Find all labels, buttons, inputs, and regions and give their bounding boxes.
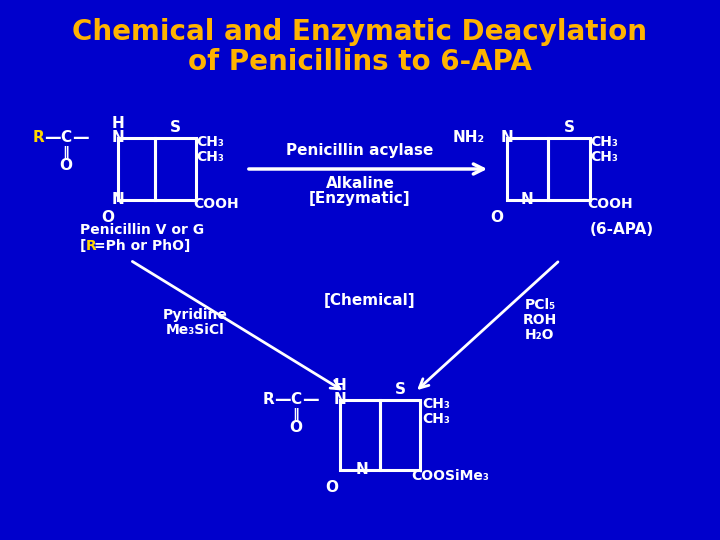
Text: R: R (86, 239, 96, 253)
Text: [Chemical]: [Chemical] (324, 293, 416, 307)
Text: —: — (44, 129, 60, 147)
Text: N: N (112, 192, 125, 207)
Text: N: N (500, 131, 513, 145)
Text: —: — (274, 391, 290, 409)
Text: N: N (333, 393, 346, 408)
Text: Chemical and Enzymatic Deacylation: Chemical and Enzymatic Deacylation (73, 18, 647, 46)
Text: CH₃: CH₃ (590, 150, 618, 164)
Text: ‖: ‖ (63, 146, 69, 160)
Text: Penicillin acylase: Penicillin acylase (287, 144, 433, 159)
Text: Alkaline: Alkaline (325, 176, 395, 191)
Text: O: O (490, 211, 503, 226)
Text: R: R (32, 131, 44, 145)
Text: CH₃: CH₃ (422, 412, 450, 426)
Text: NH₂: NH₂ (453, 131, 485, 145)
Text: Pyridine: Pyridine (163, 308, 228, 322)
Text: C: C (290, 393, 302, 408)
Text: (6-APA): (6-APA) (590, 222, 654, 238)
Text: [: [ (80, 239, 86, 253)
Text: —: — (72, 129, 89, 147)
Text: [Enzymatic]: [Enzymatic] (309, 191, 411, 206)
Text: O: O (289, 421, 302, 435)
Text: CH₃: CH₃ (196, 135, 224, 149)
Text: COOH: COOH (193, 197, 239, 211)
Text: H₂O: H₂O (526, 328, 554, 342)
Text: N: N (112, 131, 125, 145)
Text: ‖: ‖ (292, 408, 300, 422)
Text: PCl₅: PCl₅ (524, 298, 556, 312)
Text: O: O (60, 159, 73, 173)
Text: S: S (395, 382, 405, 397)
Text: COOSiMe₃: COOSiMe₃ (411, 469, 489, 483)
Text: CH₃: CH₃ (422, 397, 450, 411)
Text: N: N (356, 462, 369, 477)
Text: R: R (262, 393, 274, 408)
Text: N: N (521, 192, 534, 207)
Text: O: O (325, 481, 338, 496)
Text: CH₃: CH₃ (590, 135, 618, 149)
Text: Me₃SiCl: Me₃SiCl (166, 323, 225, 337)
Text: S: S (169, 120, 181, 136)
Text: Penicillin V or G: Penicillin V or G (80, 223, 204, 237)
Text: H: H (112, 117, 125, 132)
Text: H: H (333, 379, 346, 394)
Text: COOH: COOH (588, 197, 633, 211)
Text: CH₃: CH₃ (196, 150, 224, 164)
Text: of Penicillins to 6-APA: of Penicillins to 6-APA (188, 48, 532, 76)
Text: =Ph or PhO]: =Ph or PhO] (94, 239, 190, 253)
Text: O: O (102, 211, 114, 226)
Text: ROH: ROH (523, 313, 557, 327)
Text: C: C (60, 131, 71, 145)
Text: —: — (302, 391, 318, 409)
Text: S: S (564, 120, 575, 136)
